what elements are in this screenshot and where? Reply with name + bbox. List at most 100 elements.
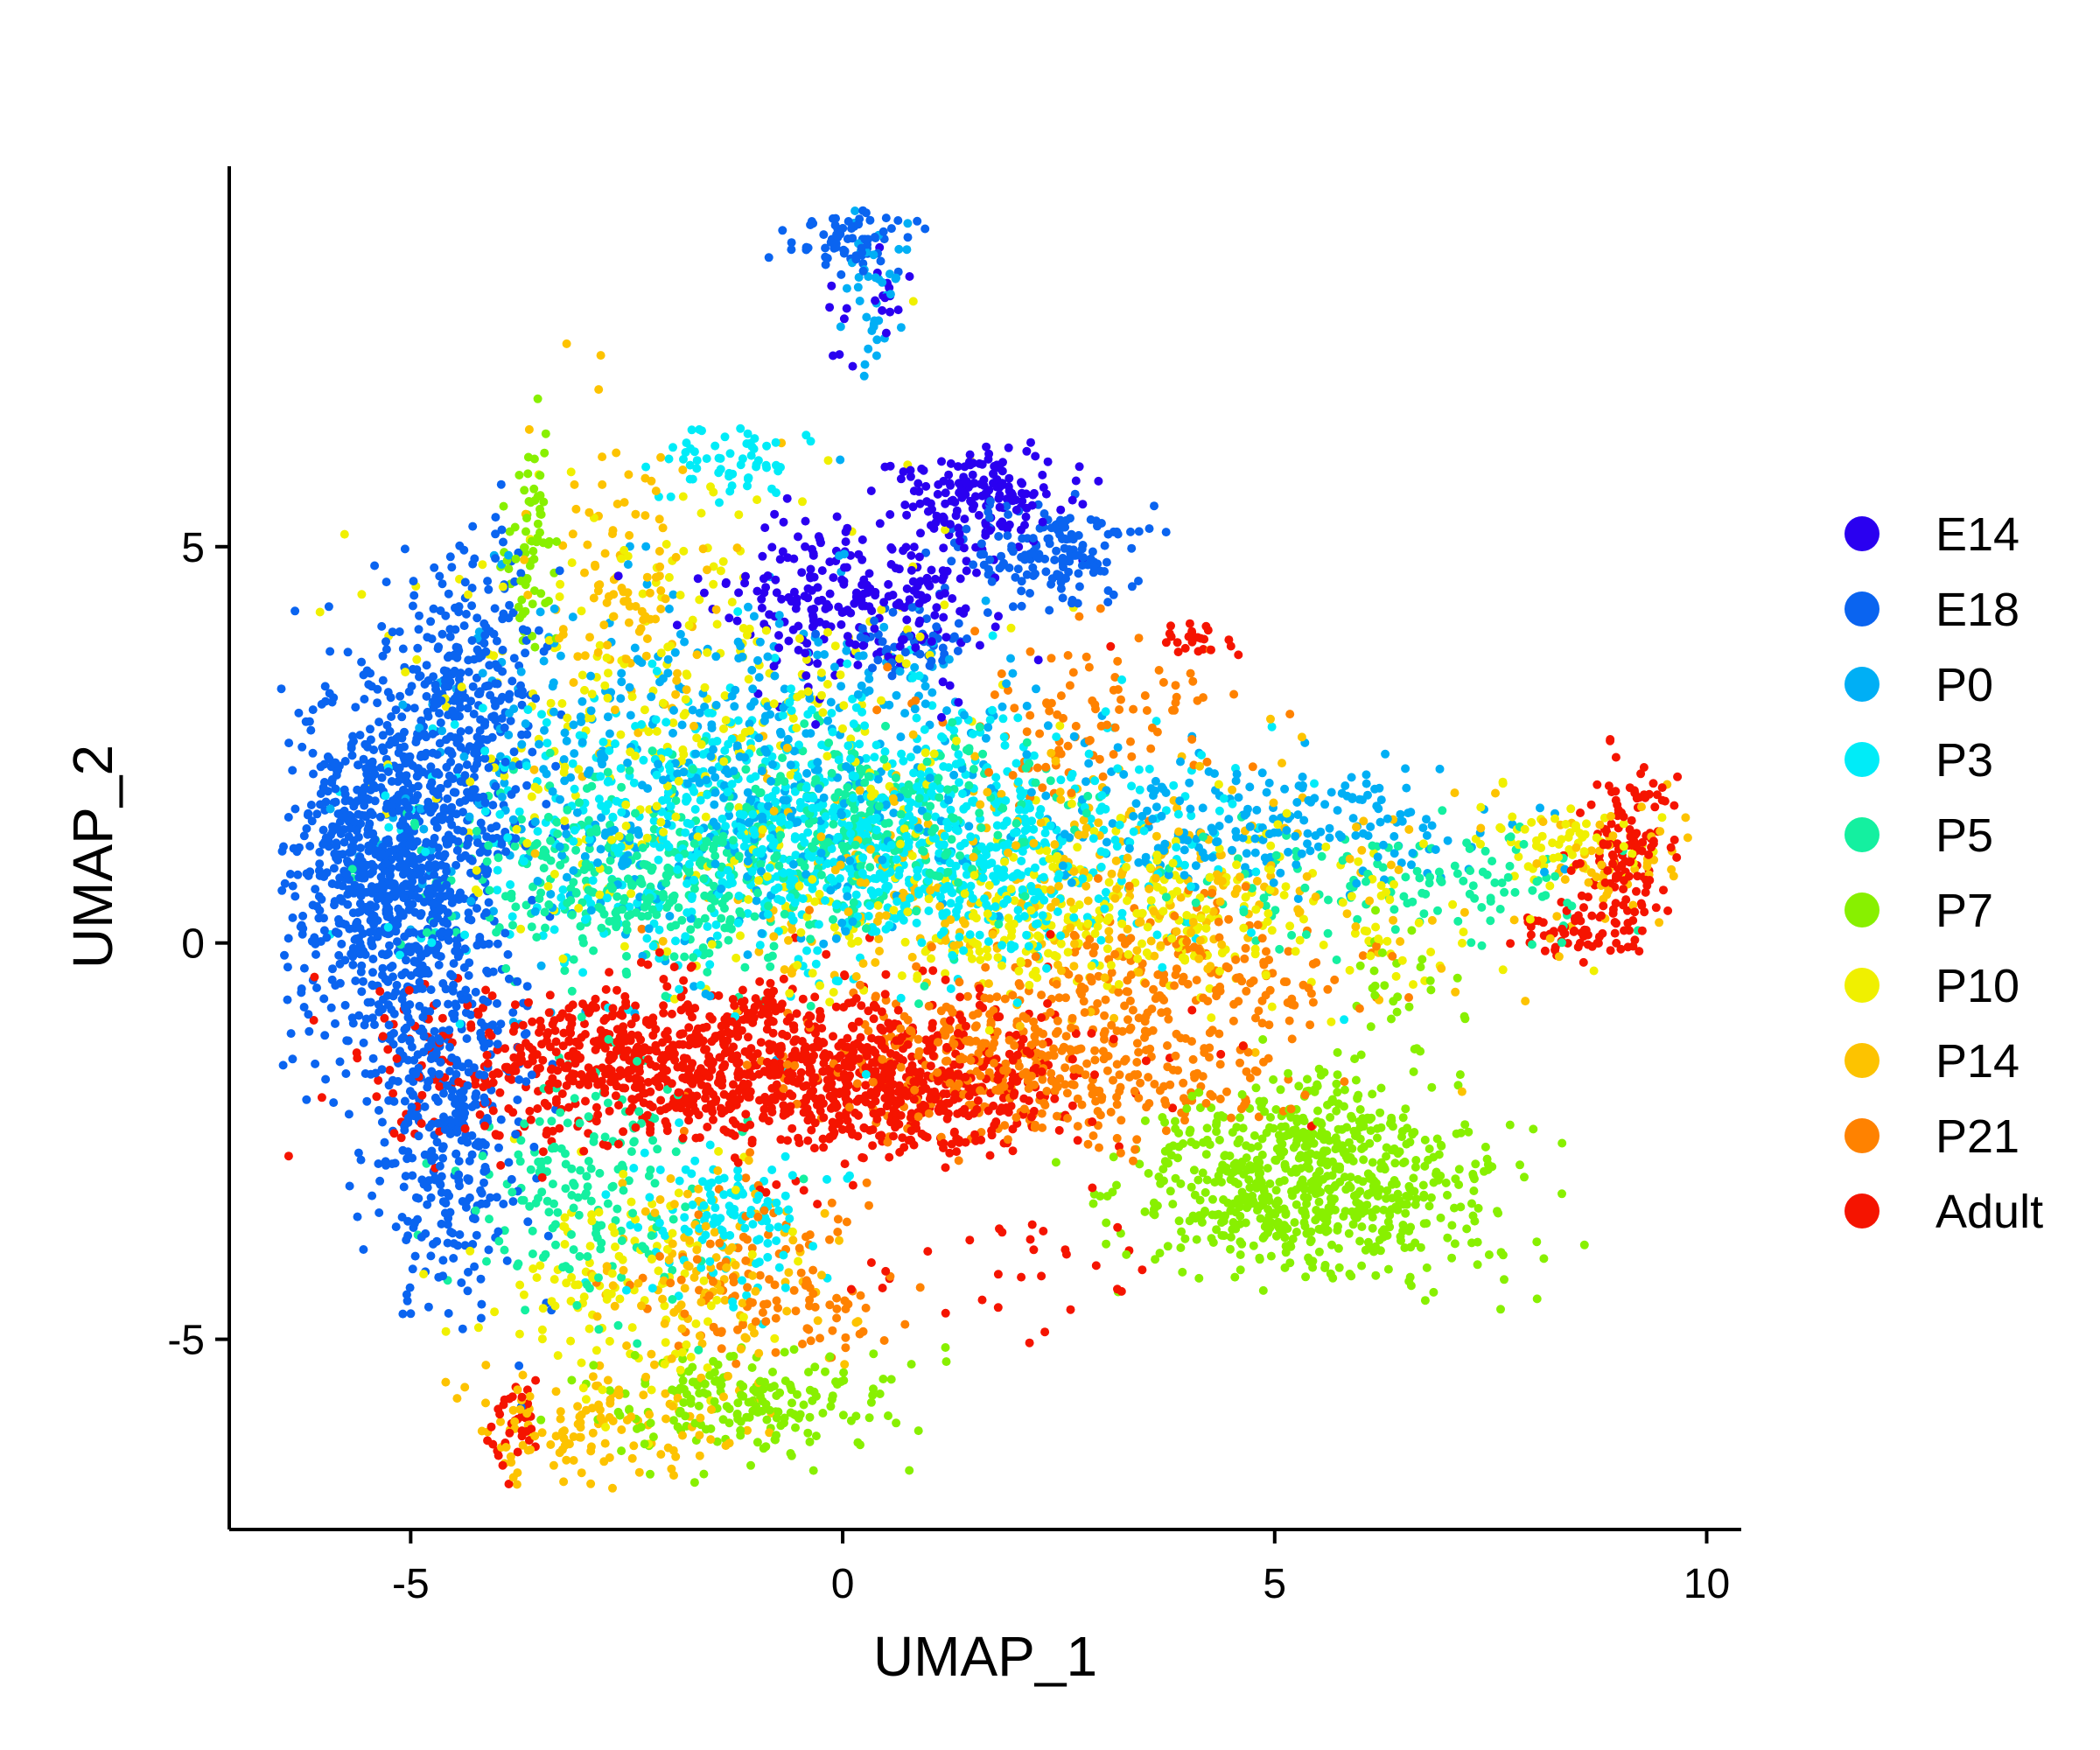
point-p5: [500, 1245, 509, 1255]
point-adult: [575, 1080, 584, 1089]
point-e18: [1058, 593, 1068, 603]
point-e18: [435, 738, 444, 748]
point-p14: [583, 540, 592, 550]
point-p7: [646, 1469, 654, 1479]
point-p5: [584, 844, 594, 854]
point-p10: [563, 713, 572, 723]
point-e18: [483, 577, 493, 586]
point-p21: [808, 1265, 818, 1275]
point-p3: [705, 960, 715, 970]
point-e18: [487, 732, 497, 742]
point-p5: [1390, 925, 1400, 934]
point-p14: [496, 1417, 505, 1426]
point-p0: [819, 939, 829, 948]
point-p0: [854, 273, 864, 282]
point-p10: [719, 724, 728, 733]
point-p14: [577, 1410, 586, 1419]
point-p3: [780, 1191, 790, 1200]
point-e18: [821, 243, 830, 253]
point-p7: [1301, 1272, 1311, 1282]
point-e18: [472, 613, 482, 623]
point-p21: [852, 1079, 862, 1088]
point-e18: [335, 1057, 345, 1067]
point-p7: [1505, 1120, 1515, 1130]
point-e18: [1144, 524, 1154, 534]
point-p21: [963, 991, 972, 1001]
point-adult: [1172, 638, 1182, 648]
point-p10: [1498, 965, 1508, 975]
point-adult: [536, 1063, 544, 1073]
point-p14: [580, 651, 590, 661]
point-adult: [1578, 957, 1588, 967]
point-p21: [1095, 1143, 1103, 1152]
point-p10: [770, 1334, 780, 1343]
point-p5: [595, 1168, 605, 1178]
point-e18: [499, 1200, 508, 1208]
point-p5: [538, 1253, 548, 1263]
point-adult: [488, 1106, 498, 1116]
point-e18: [417, 1175, 427, 1185]
point-p5: [976, 823, 986, 833]
point-p0: [1008, 668, 1018, 678]
point-p7: [1212, 1225, 1222, 1235]
point-p3: [895, 865, 904, 875]
point-p0: [1418, 823, 1428, 833]
point-p3: [946, 984, 956, 993]
point-p14: [627, 1453, 637, 1463]
point-p7: [1158, 1165, 1168, 1174]
point-p21: [1148, 1026, 1158, 1035]
point-p21: [1022, 727, 1032, 737]
point-e18: [406, 1309, 416, 1319]
point-p10: [734, 510, 744, 520]
point-p10: [595, 640, 605, 650]
point-p5: [661, 991, 670, 1001]
point-p5: [482, 1256, 491, 1266]
point-p10: [1123, 896, 1132, 906]
point-p0: [1238, 833, 1248, 843]
point-p14: [655, 1195, 665, 1204]
point-p0: [750, 697, 759, 706]
point-p5: [1332, 956, 1341, 964]
point-p5: [500, 1226, 509, 1236]
point-p7: [1253, 1142, 1263, 1152]
point-p7: [869, 1384, 878, 1394]
point-p7: [1496, 1305, 1505, 1314]
point-p3: [725, 449, 735, 458]
point-e18: [330, 900, 339, 910]
point-p10: [1146, 896, 1156, 906]
point-p7: [523, 469, 533, 479]
point-adult: [1091, 1261, 1101, 1270]
point-p0: [872, 351, 881, 360]
point-p7: [1452, 973, 1462, 983]
point-p7: [1249, 1241, 1258, 1250]
point-p3: [702, 454, 711, 464]
point-e14: [975, 640, 984, 650]
point-adult: [1054, 1125, 1064, 1135]
point-p10: [983, 952, 992, 962]
point-p7: [1201, 1150, 1211, 1159]
point-e18: [1052, 546, 1061, 556]
point-e18: [1074, 569, 1083, 578]
point-p14: [682, 1189, 692, 1199]
point-p0: [900, 709, 910, 718]
point-e18: [464, 668, 473, 676]
point-p0: [1113, 743, 1123, 752]
point-adult: [533, 1104, 542, 1113]
point-p0: [1234, 793, 1243, 802]
point-p7: [567, 1376, 577, 1385]
point-p3: [1040, 837, 1049, 847]
point-p21: [1084, 736, 1094, 746]
point-p10: [1448, 900, 1458, 909]
point-p14: [529, 765, 539, 774]
point-p10: [553, 1351, 563, 1361]
point-p7: [1334, 1263, 1344, 1272]
point-p10: [357, 590, 367, 599]
point-e18: [344, 1110, 354, 1119]
point-e18: [312, 949, 320, 959]
point-p3: [675, 1118, 684, 1128]
point-p0: [1306, 846, 1315, 856]
point-adult: [620, 991, 630, 1001]
point-p5: [865, 863, 875, 872]
point-p3: [1161, 806, 1171, 816]
point-p10: [830, 922, 839, 932]
